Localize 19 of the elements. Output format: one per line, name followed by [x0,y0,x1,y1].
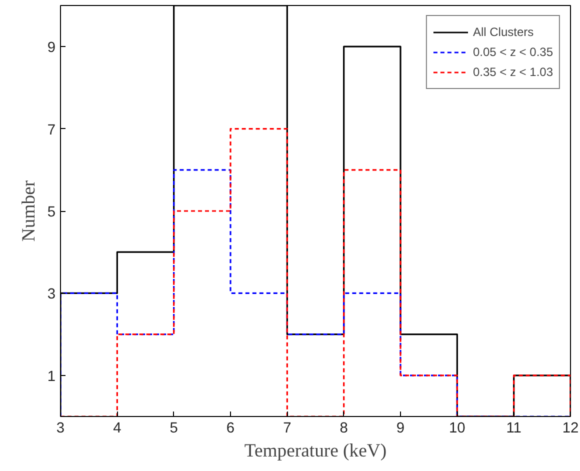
x-tick-label: 6 [226,420,235,436]
x-tick-label: 8 [340,420,348,436]
legend-label: 0.35 < z < 1.03 [472,65,553,79]
y-tick-label: 1 [47,368,56,385]
x-tick-label: 9 [396,420,405,436]
y-axis-title: Number [18,180,40,242]
y-tick-label: 9 [47,40,56,56]
x-tick-label: 4 [113,420,122,436]
y-tick-label: 3 [47,286,56,303]
legend-label: All Clusters [472,25,534,39]
x-tick-label: 10 [449,420,466,436]
y-tick-label: 7 [47,122,56,138]
x-tick-label: 12 [562,420,579,436]
y-tick-label: 5 [47,204,56,220]
x-tick-label: 7 [283,420,292,436]
x-tick-label: 5 [170,420,178,436]
x-tick-label: 11 [506,420,522,436]
x-axis-title: Temperature (keV) [244,440,387,462]
legend-label: 0.05 < z < 0.35 [472,45,553,59]
